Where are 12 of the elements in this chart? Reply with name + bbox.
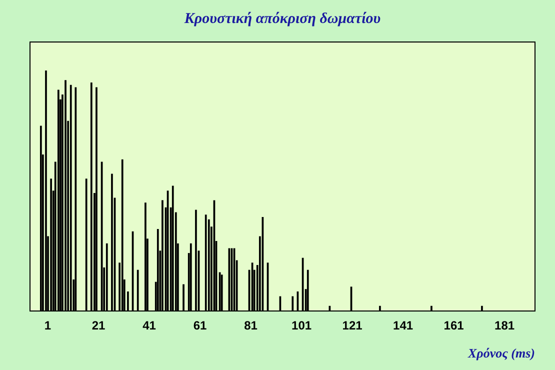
chart-title: Κρουστική απόκριση δωματίου xyxy=(183,10,381,27)
x-tick-label: 121 xyxy=(342,318,363,333)
x-tick-label: 161 xyxy=(444,318,464,333)
x-tick-label: 101 xyxy=(292,318,312,333)
x-tick-label: 41 xyxy=(142,318,156,333)
x-tick-label: 61 xyxy=(193,318,208,333)
x-tick-label: 181 xyxy=(494,318,515,333)
x-axis-title: Χρόνος (ms) xyxy=(466,346,535,361)
x-tick-label: 81 xyxy=(244,318,258,333)
x-tick-label: 1 xyxy=(44,318,52,333)
x-tick-label: 21 xyxy=(92,318,106,333)
x-tick-label: 141 xyxy=(393,318,414,333)
